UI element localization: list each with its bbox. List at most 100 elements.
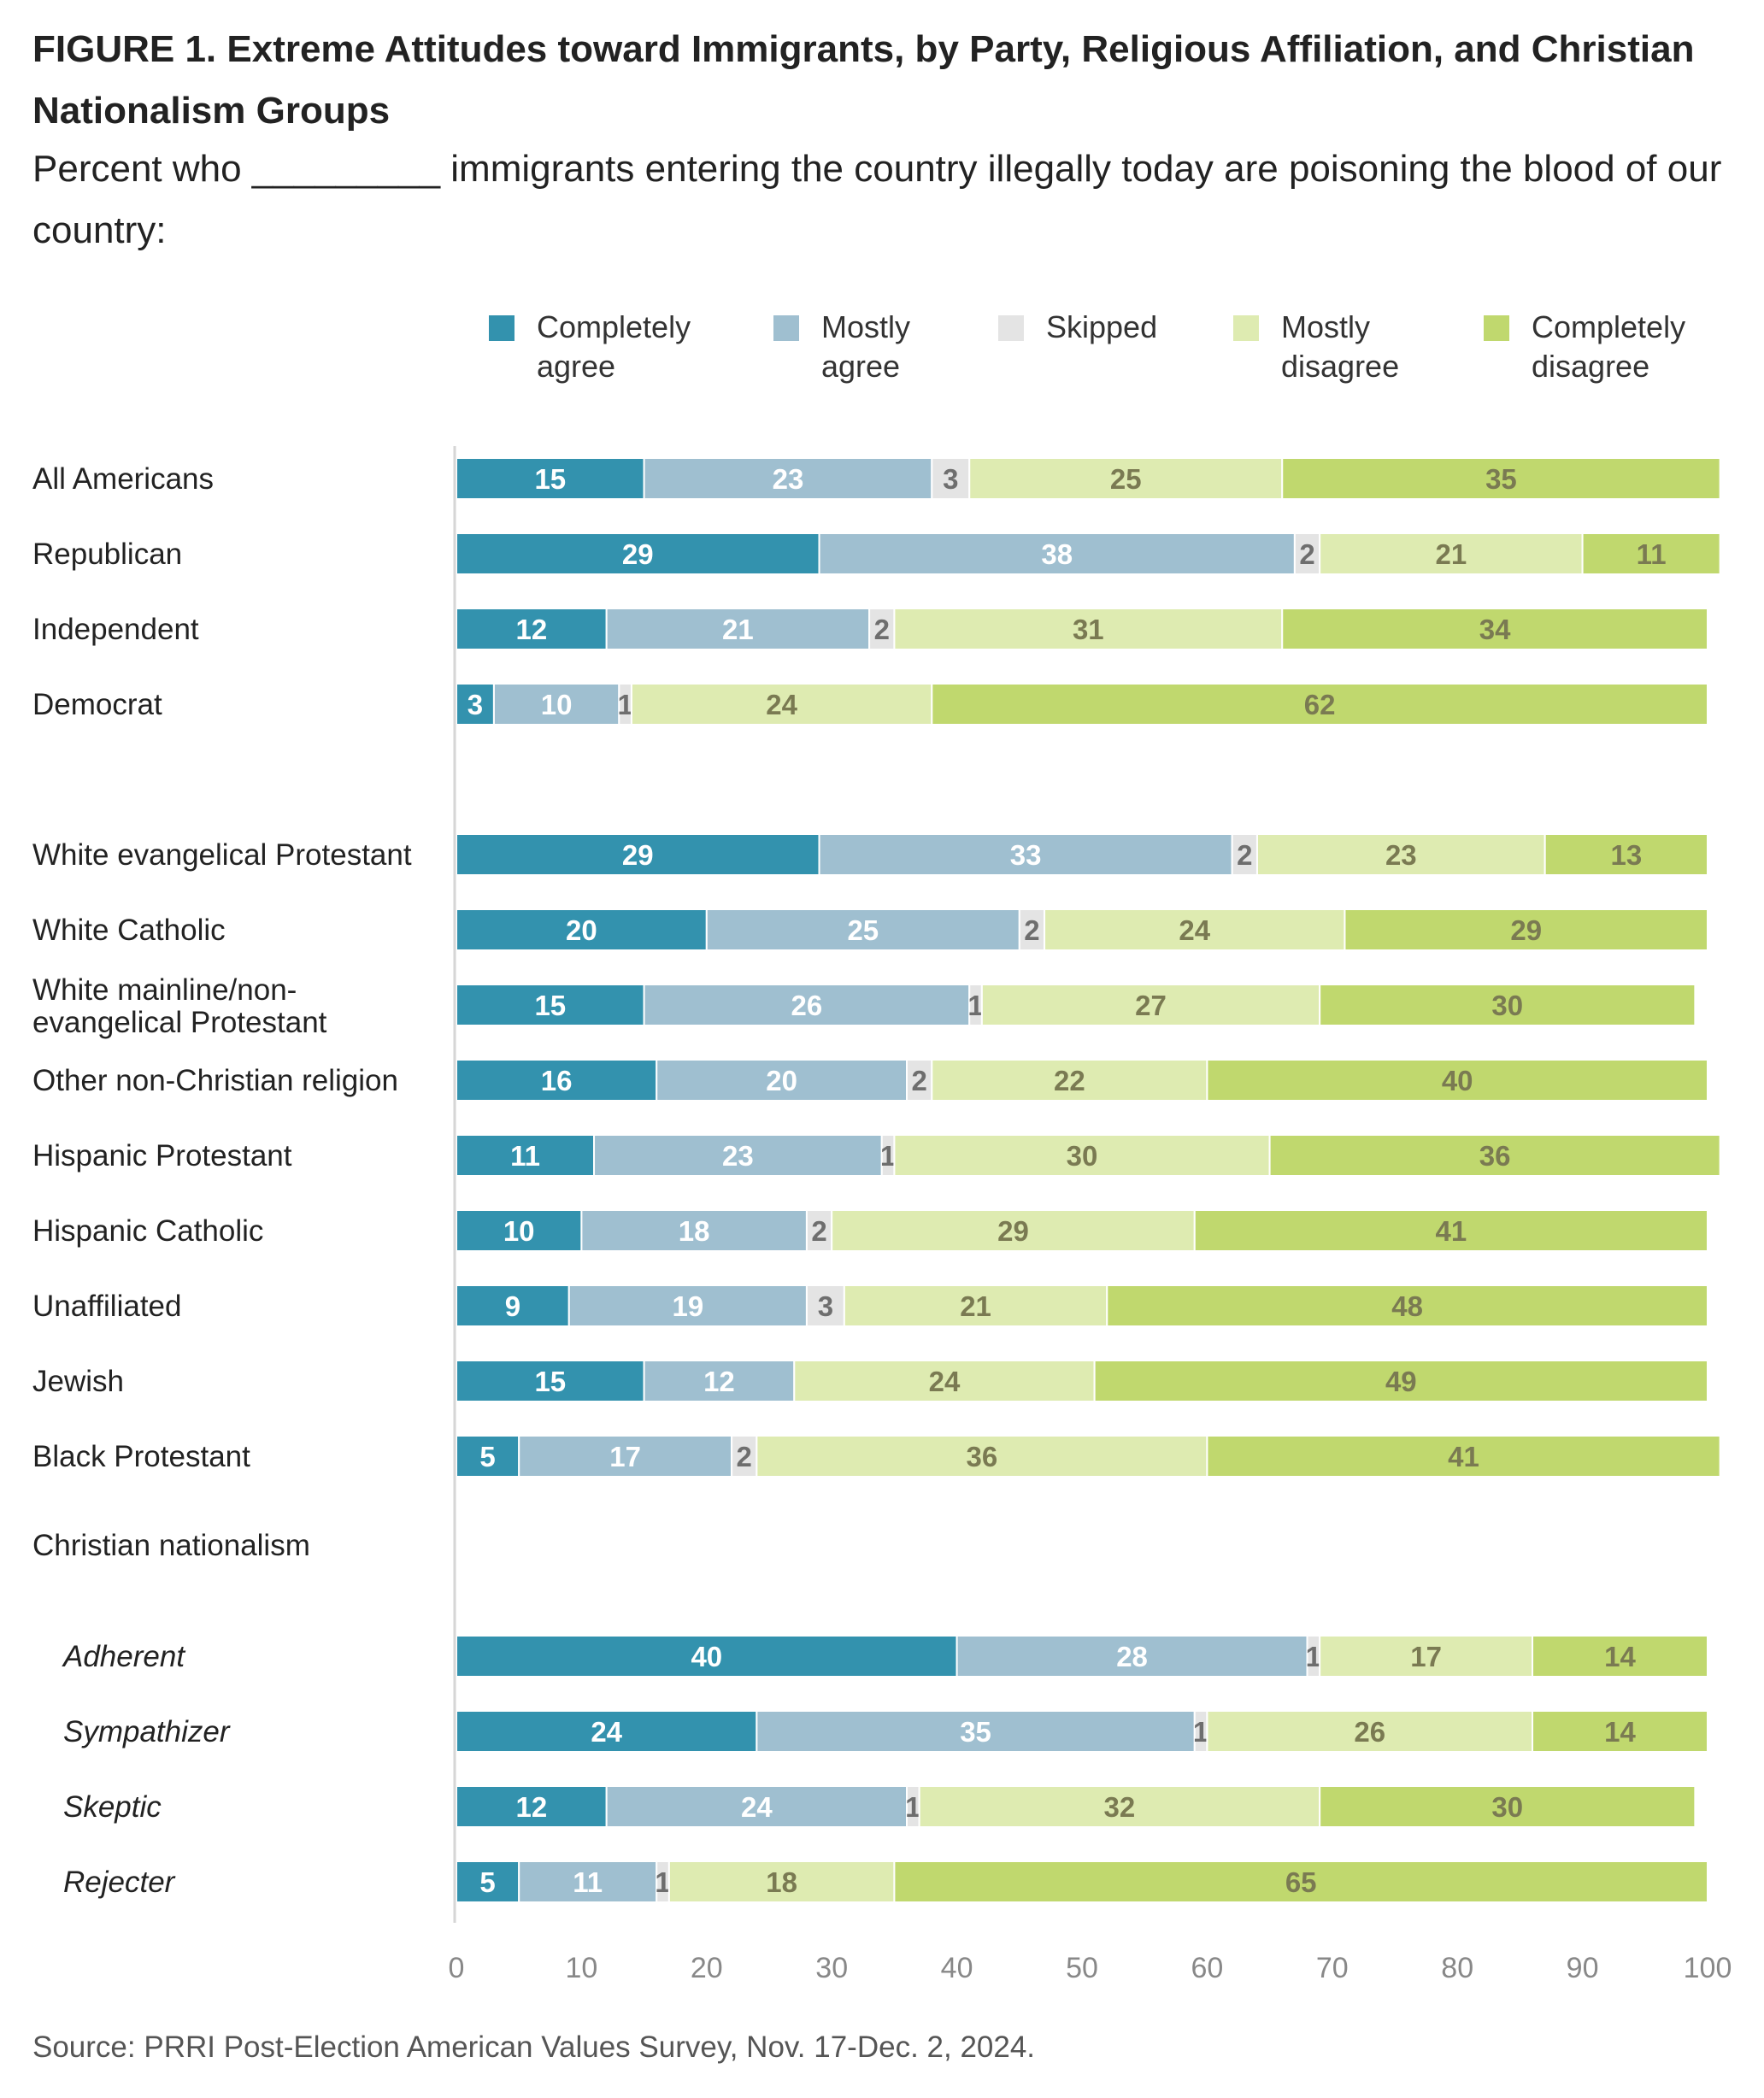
- data-label: 14: [1604, 1716, 1636, 1748]
- legend-swatch: [1233, 315, 1259, 341]
- bar-segment-completely-disagree: [1319, 984, 1696, 1026]
- bar-segment-completely-agree: [456, 1284, 570, 1327]
- data-label: 5: [479, 1441, 495, 1472]
- data-label: 24: [591, 1716, 622, 1748]
- bar-segment-completely-agree: [456, 1710, 758, 1753]
- bar-segment-completely-disagree: [1281, 608, 1708, 650]
- bar-segment-mostly-disagree: [1206, 1710, 1534, 1753]
- x-tick-label: 40: [941, 1952, 973, 1984]
- data-label: 23: [722, 1140, 754, 1172]
- data-label: 10: [541, 689, 573, 720]
- bar-segment-mostly-agree: [705, 908, 1020, 951]
- data-label: 48: [1391, 1290, 1423, 1322]
- data-label: 11: [1637, 538, 1667, 570]
- bar-segment-skipped: [906, 1059, 933, 1102]
- data-label: 2: [912, 1065, 927, 1096]
- data-label: 30: [1491, 1791, 1523, 1823]
- data-label: 17: [1410, 1641, 1442, 1672]
- data-label: 35: [1485, 463, 1517, 495]
- legend-swatch: [489, 315, 514, 341]
- bar-segment-mostly-disagree: [630, 683, 933, 726]
- data-label: 1: [617, 689, 632, 720]
- data-label: 35: [960, 1716, 991, 1748]
- data-label: 41: [1448, 1441, 1479, 1472]
- data-label: 29: [997, 1215, 1029, 1247]
- row-label: Democrat: [32, 688, 162, 721]
- row-label: White evangelical Protestant: [32, 838, 412, 872]
- data-label: 27: [1135, 990, 1167, 1021]
- row-label: Jewish: [32, 1365, 124, 1398]
- data-label: 11: [510, 1140, 540, 1172]
- bar-segment-mostly-disagree: [1044, 908, 1346, 951]
- bar-segment-completely-disagree: [1193, 1209, 1708, 1252]
- row-label: Sympathizer: [63, 1715, 231, 1748]
- bar-segment-mostly-agree: [605, 608, 871, 650]
- bar-segment-completely-agree: [456, 1360, 645, 1402]
- data-label: 21: [1436, 538, 1467, 570]
- bar-segment-completely-agree: [456, 908, 708, 951]
- data-label: 1: [967, 990, 983, 1021]
- bar-segment-completely-disagree: [893, 1860, 1708, 1903]
- data-label: 24: [766, 689, 797, 720]
- data-label: 31: [1073, 614, 1104, 645]
- data-label: 3: [467, 689, 483, 720]
- data-label: 49: [1385, 1366, 1417, 1397]
- bar-segment-mostly-disagree: [1319, 1635, 1534, 1678]
- data-label: 13: [1610, 839, 1642, 871]
- bar-segment-mostly-disagree: [1319, 532, 1584, 575]
- data-label: 2: [1024, 914, 1039, 946]
- data-label: 12: [515, 1791, 547, 1823]
- x-tick-label: 10: [565, 1952, 597, 1984]
- data-label: 18: [766, 1866, 797, 1898]
- data-label: 24: [1179, 914, 1210, 946]
- data-label: 29: [622, 538, 654, 570]
- data-label: 20: [766, 1065, 797, 1096]
- bar-segment-mostly-disagree: [831, 1209, 1196, 1252]
- data-label: 15: [534, 990, 566, 1021]
- bar-segment-completely-disagree: [1268, 1134, 1721, 1177]
- row-label: Black Protestant: [32, 1440, 250, 1473]
- bar-segment-completely-agree: [456, 984, 645, 1026]
- bar-segment-mostly-agree: [956, 1635, 1308, 1678]
- bar-segment-completely-agree: [456, 833, 820, 876]
- data-label: 1: [1306, 1641, 1321, 1672]
- row-label: Adherent: [62, 1640, 185, 1673]
- source-note: Source: PRRI Post-Election American Valu…: [32, 2030, 1036, 2064]
- data-label: 38: [1041, 538, 1073, 570]
- data-label: 14: [1604, 1641, 1636, 1672]
- data-label: 2: [737, 1441, 752, 1472]
- data-label: 15: [534, 463, 566, 495]
- data-label: 1: [880, 1140, 896, 1172]
- data-label: 30: [1491, 990, 1523, 1021]
- data-label: 29: [1510, 914, 1542, 946]
- x-tick-label: 20: [691, 1952, 723, 1984]
- data-label: 12: [703, 1366, 735, 1397]
- bar-segment-completely-agree: [456, 1134, 596, 1177]
- data-label: 11: [573, 1866, 603, 1898]
- bar-segment-completely-disagree: [1206, 1059, 1708, 1102]
- data-label: 26: [1354, 1716, 1385, 1748]
- x-tick-label: 60: [1191, 1952, 1223, 1984]
- bar-segment-skipped: [931, 457, 971, 500]
- data-label: 3: [943, 463, 958, 495]
- row-label: Independent: [32, 613, 199, 646]
- bar-segment-completely-disagree: [931, 683, 1708, 726]
- data-label: 21: [960, 1290, 991, 1322]
- legend-label: Completely agree: [537, 309, 691, 384]
- bar-segment-mostly-disagree: [931, 1059, 1208, 1102]
- x-tick-label: 80: [1441, 1952, 1473, 1984]
- bar-segment-skipped: [805, 1209, 833, 1252]
- data-label: 5: [479, 1866, 495, 1898]
- bar-segment-mostly-agree: [518, 1860, 658, 1903]
- data-label: 9: [505, 1290, 520, 1322]
- bar-segment-skipped: [805, 1284, 845, 1327]
- chart-subtitle: Percent who _________ immigrants enterin…: [32, 148, 1722, 251]
- data-label: 20: [566, 914, 597, 946]
- data-label: 62: [1304, 689, 1336, 720]
- bar-segment-mostly-disagree: [968, 457, 1284, 500]
- row-label: Unaffiliated: [32, 1290, 181, 1323]
- bar-segment-completely-agree: [456, 1785, 608, 1828]
- bar-segment-skipped: [1293, 532, 1321, 575]
- data-label: 23: [773, 463, 804, 495]
- data-label: 2: [874, 614, 890, 645]
